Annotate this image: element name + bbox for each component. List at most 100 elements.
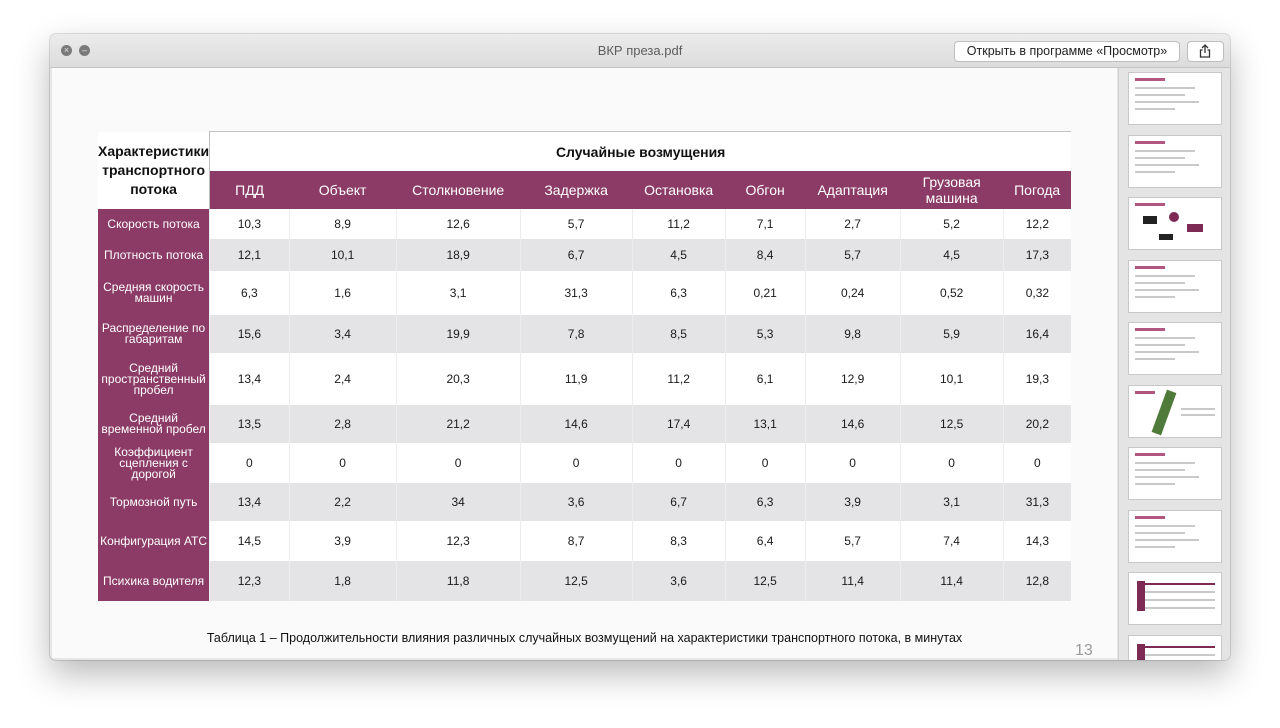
table-cell: 11,2 (631, 353, 726, 405)
table-cell: 31,3 (1002, 483, 1072, 521)
table-caption: Таблица 1 – Продолжительности влияния ра… (206, 631, 963, 645)
table-cell: 5,7 (804, 521, 901, 561)
table-cell: 0,21 (724, 271, 806, 315)
close-icon[interactable]: × (61, 45, 72, 56)
table-cell: 14,3 (1002, 521, 1072, 561)
table-cell: 2,2 (288, 483, 397, 521)
column-header: Остановка (632, 171, 726, 209)
table-cell: 13,1 (724, 405, 806, 443)
table-cell: 0 (804, 443, 901, 483)
table-cell: 6,3 (209, 271, 290, 315)
page-thumbnail[interactable] (1128, 634, 1222, 660)
table-cell: 17,3 (1002, 239, 1072, 271)
table-cell: 11,4 (804, 561, 901, 601)
table-cell: 12,3 (395, 521, 521, 561)
table-cell: 11,4 (899, 561, 1004, 601)
table-cell: 0 (395, 443, 521, 483)
table-cell: 8,3 (631, 521, 726, 561)
preview-window: × – ВКР преза.pdf Открыть в программе «П… (50, 34, 1230, 660)
window-title: ВКР преза.pdf (597, 43, 683, 58)
table-cell: 5,3 (724, 315, 806, 353)
table-cell: 0,32 (1002, 271, 1072, 315)
table-cell: 5,7 (804, 239, 901, 271)
group-header: Случайные возмущения (209, 131, 1072, 171)
table-cell: 6,7 (519, 239, 633, 271)
table-cell: 14,6 (804, 405, 901, 443)
row-header: Скорость потока (98, 209, 210, 239)
page-thumbnail[interactable] (1128, 509, 1222, 563)
thumbnail-sidebar[interactable] (1118, 68, 1230, 660)
table-cell: 15,6 (209, 315, 290, 353)
table-cell: 4,5 (899, 239, 1004, 271)
table-cell: 10,1 (899, 353, 1004, 405)
table-row: Средняя скорость машин 6,3 1,6 3,1 31,3 6,3 0,… (98, 271, 1072, 315)
row-header: Конфигурация АТС (98, 521, 210, 561)
table-cell: 13,4 (209, 353, 290, 405)
row-header: Распределение по габаритам (98, 315, 210, 353)
row-header: Коэффициент сцепления с дорогой (98, 443, 210, 483)
table-cell: 12,9 (804, 353, 901, 405)
row-header: Средний временной пробел (98, 405, 210, 443)
table-row: Распределение по габаритам 15,6 3,4 19,9 7,8… (98, 315, 1072, 353)
corner-header: Характеристики транспортного потока (98, 131, 211, 209)
page-thumbnail[interactable] (1128, 134, 1222, 188)
table-row: Плотность потока 12,1 10,1 18,9 6,7 4,5 8,4 5,7… (98, 239, 1072, 271)
row-header: Средняя скорость машин (98, 271, 210, 315)
table-row: Средний временной пробел 13,5 2,8 21,2 14,6 1… (98, 405, 1072, 443)
table-cell: 14,6 (519, 405, 633, 443)
table-cell: 6,1 (724, 353, 806, 405)
table-row: Коэффициент сцепления с дорогой 0 0 0 0 0 0 0 0 0 (98, 443, 1072, 483)
table-cell: 12,5 (724, 561, 806, 601)
table-cell: 1,8 (288, 561, 397, 601)
table-cell: 3,9 (804, 483, 901, 521)
table-cell: 8,5 (631, 315, 726, 353)
table-cell: 10,1 (288, 239, 397, 271)
table-cell: 12,3 (209, 561, 290, 601)
minimize-icon[interactable]: – (79, 45, 90, 56)
table-cell: 0 (288, 443, 397, 483)
table-cell: 6,3 (631, 271, 726, 315)
table-cell: 16,4 (1002, 315, 1072, 353)
page-thumbnail[interactable] (1128, 572, 1222, 625)
table-cell: 6,4 (724, 521, 806, 561)
table-cell: 4,5 (631, 239, 726, 271)
table-cell: 31,3 (519, 271, 633, 315)
page-thumbnail[interactable] (1128, 72, 1222, 125)
page-thumbnail[interactable] (1128, 322, 1222, 375)
row-header: Плотность потока (98, 239, 210, 271)
page-thumbnail[interactable] (1128, 259, 1222, 313)
table-cell: 13,5 (209, 405, 290, 443)
title-bar: × – ВКР преза.pdf Открыть в программе «П… (50, 34, 1230, 68)
table-cell: 20,2 (1002, 405, 1072, 443)
table-cell: 8,9 (288, 209, 397, 239)
table-cell: 12,1 (209, 239, 290, 271)
data-table: Характеристики транспортного потока Случ… (98, 131, 1072, 601)
table-cell: 11,8 (395, 561, 521, 601)
table-row: Психика водителя 12,3 1,8 11,8 12,5 3,6 12,5 11… (98, 561, 1072, 601)
row-header: Тормозной путь (98, 483, 210, 521)
table-cell: 2,7 (804, 209, 901, 239)
page-thumbnail[interactable] (1128, 197, 1222, 250)
column-header: Погода (1003, 171, 1072, 209)
table-cell: 12,6 (395, 209, 521, 239)
table-cell: 2,8 (288, 405, 397, 443)
column-header: Адаптация (805, 171, 901, 209)
page-number: 13 (1075, 642, 1093, 659)
table-row: Конфигурация АТС 14,5 3,9 12,3 8,7 8,3 6,4 5,7 7… (98, 521, 1072, 561)
share-button[interactable] (1187, 41, 1224, 62)
table-cell: 5,7 (519, 209, 633, 239)
table-cell: 11,9 (519, 353, 633, 405)
column-header: Объект (289, 171, 397, 209)
page-thumbnail[interactable] (1128, 447, 1222, 500)
page-thumbnail[interactable] (1128, 384, 1222, 438)
table-cell: 6,7 (631, 483, 726, 521)
table-cell: 9,8 (804, 315, 901, 353)
table-cell: 7,4 (899, 521, 1004, 561)
column-header: Задержка (520, 171, 633, 209)
table-cell: 10,3 (209, 209, 290, 239)
table-cell: 8,7 (519, 521, 633, 561)
table-cell: 5,9 (899, 315, 1004, 353)
open-in-preview-button[interactable]: Открыть в программе «Просмотр» (954, 41, 1180, 62)
column-header: ПДД (209, 171, 290, 209)
table-cell: 1,6 (288, 271, 397, 315)
